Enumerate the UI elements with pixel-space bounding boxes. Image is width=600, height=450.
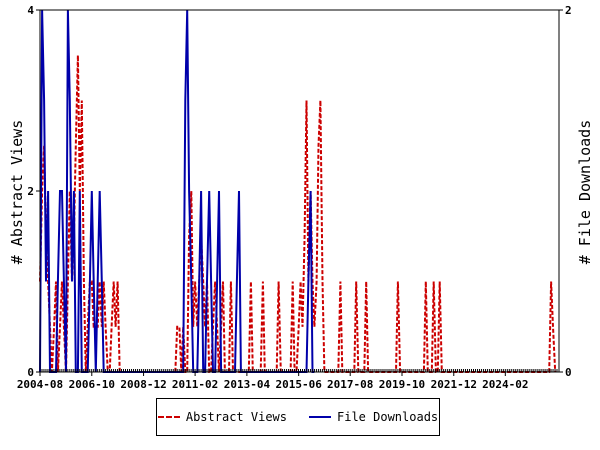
- legend-item-file-downloads[interactable]: File Downloads: [309, 410, 438, 424]
- x-tick-label: 2004-08: [17, 378, 63, 391]
- legend-item-abstract-views[interactable]: Abstract Views: [157, 410, 287, 424]
- x-tick-label: 2024-02: [482, 378, 528, 391]
- y-left-tick-label: 4: [27, 4, 34, 17]
- x-tick-label: 2017-08: [327, 378, 373, 391]
- solid-line-swatch-icon: [309, 416, 331, 418]
- x-tick-label: 2019-10: [379, 378, 425, 391]
- x-tick-label: 2013-04: [224, 378, 271, 391]
- legend-label: Abstract Views: [185, 410, 287, 424]
- dashed-line-swatch-icon: [157, 416, 180, 418]
- y-left-tick-label: 0: [27, 366, 34, 379]
- y-left-tick-label: 2: [27, 185, 34, 198]
- series-line-file-downloads: [39, 9, 315, 373]
- left-axis-label: # Abstract Views: [8, 120, 26, 265]
- x-tick-label: 2008-12: [120, 378, 166, 391]
- legend: Abstract Views File Downloads: [156, 398, 440, 436]
- legend-label: File Downloads: [337, 410, 439, 424]
- x-tick-label: 2021-12: [431, 378, 477, 391]
- series-line-abstract-views: [39, 55, 557, 373]
- right-axis-label: # File Downloads: [576, 120, 594, 265]
- y-right-tick-label: 0: [565, 366, 572, 379]
- x-tick-label: 2015-06: [275, 378, 322, 391]
- x-tick-label: 2011-02: [172, 378, 218, 391]
- y-right-tick-label: 2: [565, 4, 572, 17]
- x-tick-label: 2006-10: [69, 378, 115, 391]
